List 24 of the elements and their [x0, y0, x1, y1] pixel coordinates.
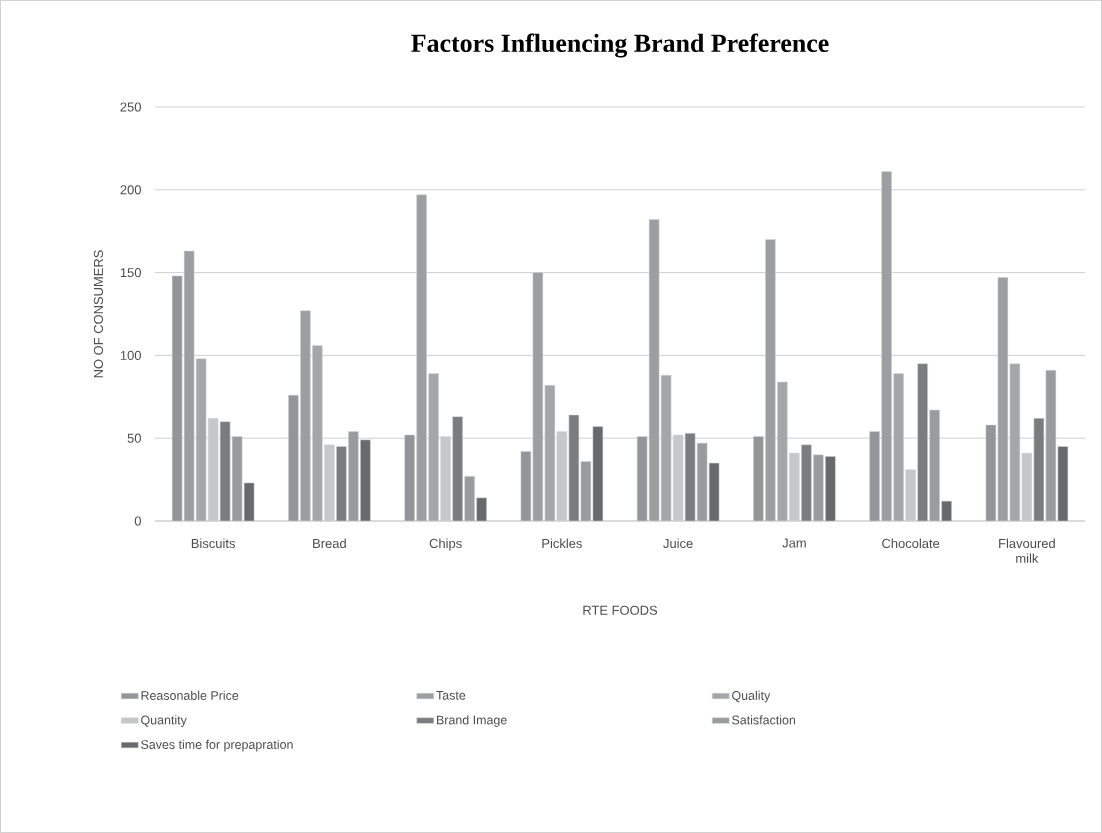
y-tick-label: 50 [127, 433, 141, 443]
legend-label: Reasonable Price [141, 690, 239, 700]
y-tick-label: 100 [120, 350, 141, 360]
x-tick-label: Biscuits [191, 538, 235, 549]
legend-label: Quality [732, 690, 771, 703]
y-tick-label: 200 [120, 185, 141, 195]
x-tick-label: Flavoured milk [999, 538, 1055, 563]
chart-title: Factors Influencing Brand Preference [411, 33, 829, 58]
y-axis-title: NO OF CONSUMERS [93, 250, 104, 378]
x-tick-label: Bread [313, 538, 346, 549]
y-tick-label: 0 [134, 516, 141, 526]
legend-label: Saves time for prepapration [141, 739, 293, 752]
x-tick-label: Chocolate [882, 538, 940, 549]
x-tick-label: Jam [782, 538, 806, 548]
legend-label: Brand Image [437, 715, 507, 727]
x-axis-title: RTE FOODS [583, 605, 658, 615]
x-tick-label: Chips [429, 538, 462, 551]
legend-label: Quantity [141, 715, 187, 727]
legend-label: Taste [436, 691, 466, 700]
x-tick-label: Pickles [542, 538, 582, 549]
x-tick-label: Juice [663, 538, 693, 549]
y-tick-label: 250 [120, 102, 141, 112]
legend-label: Satisfaction [732, 715, 796, 725]
y-tick-label: 150 [120, 268, 141, 278]
